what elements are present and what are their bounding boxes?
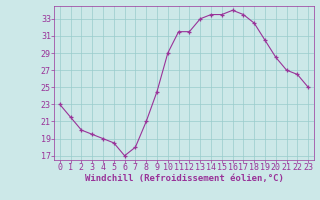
X-axis label: Windchill (Refroidissement éolien,°C): Windchill (Refroidissement éolien,°C) [84,174,284,183]
